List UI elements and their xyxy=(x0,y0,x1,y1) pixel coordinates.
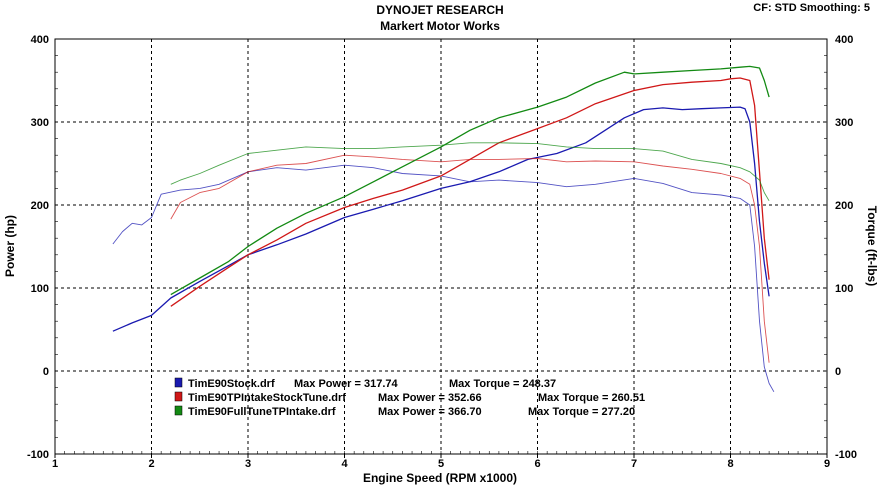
power-curve xyxy=(170,77,770,307)
x-tick-label: 9 xyxy=(824,458,830,470)
power-curve xyxy=(112,106,770,332)
legend-file: TimE90Stock.drf xyxy=(188,378,275,390)
x-tick-label: 3 xyxy=(245,458,251,470)
y-tick-label: 0 xyxy=(43,366,49,378)
chart-title: DYNOJET RESEARCH xyxy=(376,3,503,17)
y2-tick-label: 200 xyxy=(835,200,853,212)
legend-file: TimE90FullTuneTPIntake.drf xyxy=(188,406,336,418)
y-tick-label: 300 xyxy=(31,117,49,129)
y2-tick-label: 0 xyxy=(835,366,841,378)
y2-tick-label: 100 xyxy=(835,283,853,295)
y2-tick-label: 300 xyxy=(835,117,853,129)
legend-item: TimE90FullTuneTPIntake.drf Max Power = 3… xyxy=(174,405,635,418)
x-tick-label: 2 xyxy=(148,458,154,470)
legend-max-power: Max Power = 352.66 xyxy=(378,392,482,404)
y-axis-label: Power (hp) xyxy=(3,215,17,277)
x-tick-label: 8 xyxy=(727,458,733,470)
torque-curve xyxy=(112,164,775,393)
torque-curve xyxy=(170,154,770,363)
y-tick-label: -100 xyxy=(27,449,49,461)
y2-tick-label: 400 xyxy=(835,34,853,46)
power-curve xyxy=(170,65,770,296)
x-tick-label: 6 xyxy=(534,458,540,470)
legend-swatch xyxy=(174,405,183,416)
x-tick-label: 7 xyxy=(631,458,637,470)
correction-smoothing-label: CF: STD Smoothing: 5 xyxy=(753,2,870,14)
legend: TimE90Stock.drf Max Power = 317.74 Max T… xyxy=(174,377,645,418)
y-tick-label: 200 xyxy=(31,200,49,212)
legend-file: TimE90TPIntakeStockTune.drf xyxy=(188,392,346,404)
y2-axis-label: Torque (ft-lbs) xyxy=(865,206,879,286)
legend-max-power: Max Power = 366.70 xyxy=(378,406,482,418)
x-axis-label: Engine Speed (RPM x1000) xyxy=(363,471,517,485)
x-tick-label: 1 xyxy=(52,458,58,470)
y2-tick-label: -100 xyxy=(835,449,857,461)
ticks: 1 2 3 4 5 6 7 8 9 400 400 300 300 200 200 100 100 0 0 -100 -… xyxy=(27,34,857,470)
chart-subtitle: Markert Motor Works xyxy=(380,19,500,33)
legend-max-torque: Max Torque = 277.20 xyxy=(528,406,635,418)
legend-item: TimE90Stock.drf Max Power = 317.74 Max T… xyxy=(174,377,556,390)
legend-max-torque: Max Torque = 260.51 xyxy=(538,392,645,404)
legend-max-torque: Max Torque = 248.37 xyxy=(449,378,556,390)
legend-item: TimE90TPIntakeStockTune.drf Max Power = … xyxy=(174,391,645,404)
y-tick-label: 100 xyxy=(31,283,49,295)
plot-area xyxy=(54,38,828,455)
legend-max-power: Max Power = 317.74 xyxy=(294,378,399,390)
x-tick-label: 4 xyxy=(341,458,348,470)
torque-curve xyxy=(170,142,770,202)
legend-swatch xyxy=(174,377,183,388)
legend-swatch xyxy=(174,391,183,402)
x-tick-label: 5 xyxy=(438,458,444,470)
grid xyxy=(55,39,827,454)
curves xyxy=(112,65,775,393)
y-tick-label: 400 xyxy=(31,34,49,46)
